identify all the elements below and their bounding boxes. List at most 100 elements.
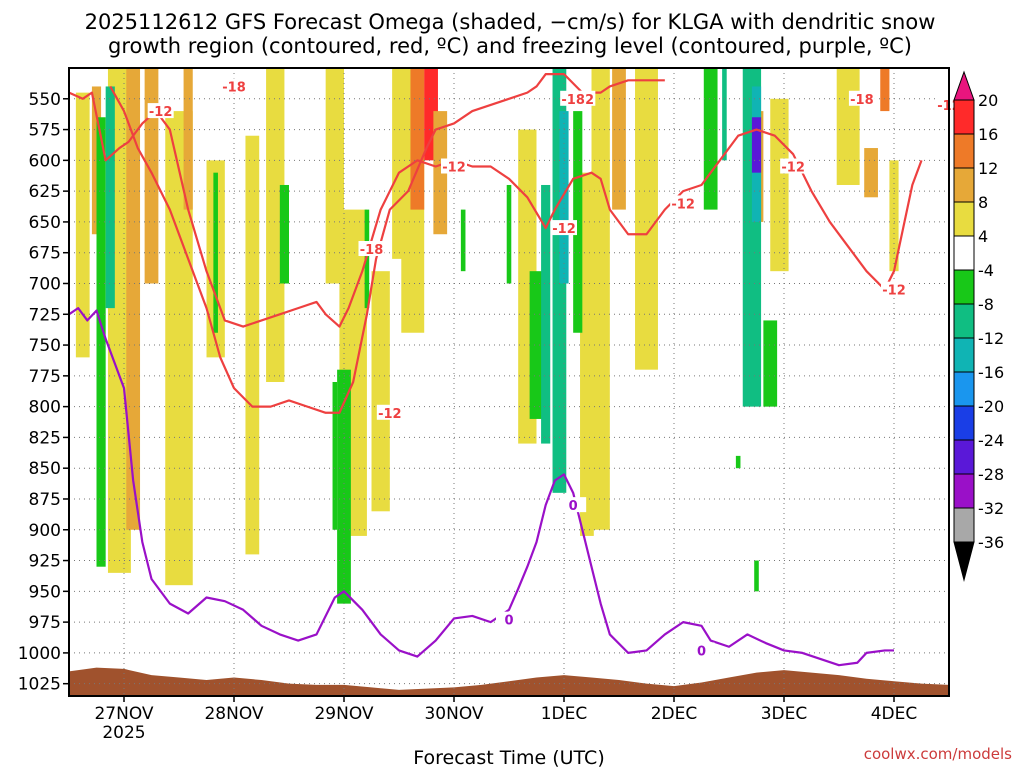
omega-region xyxy=(591,68,610,530)
colorbar-swatch xyxy=(953,269,975,305)
colorbar-swatch xyxy=(953,167,975,203)
omega-region xyxy=(635,68,658,370)
x-tick-label: 2DEC xyxy=(651,704,698,724)
omega-region xyxy=(245,135,260,555)
colorbar-label: -16 xyxy=(978,363,1004,382)
colorbar-arrow-bottom xyxy=(953,541,975,582)
omega-region xyxy=(559,111,569,284)
y-tick-label: 675 xyxy=(29,244,61,264)
colorbar-swatch xyxy=(953,337,975,373)
credit-text: coolwx.com/models xyxy=(864,745,1012,763)
omega-region xyxy=(612,68,626,210)
omega-region xyxy=(529,271,544,419)
omega-region xyxy=(433,111,448,235)
omega-region xyxy=(266,68,285,382)
colorbar-label: -12 xyxy=(978,329,1004,348)
colorbar-label: 16 xyxy=(978,125,998,144)
dgz-contour-label: -12 xyxy=(378,407,402,422)
omega-region xyxy=(703,68,718,210)
colorbar-swatch xyxy=(953,439,975,475)
dgz-contour-label-bg xyxy=(881,281,907,297)
omega-region xyxy=(770,98,789,272)
dgz-contour-label-bg xyxy=(441,158,467,174)
y-tick-label: 900 xyxy=(29,521,61,541)
y-tick-label: 725 xyxy=(29,305,61,325)
dgz-contour-label-bg xyxy=(376,404,403,420)
x-tick-label: 28NOV xyxy=(204,704,263,724)
dgz-contour-label-bg xyxy=(358,241,385,257)
y-tick-label: 700 xyxy=(29,274,61,294)
x-axis-label: Forecast Time (UTC) xyxy=(413,747,604,768)
y-tick-label: 950 xyxy=(29,582,61,602)
dgz-contour-label-bg xyxy=(848,90,875,106)
freezing-level-label: 0 xyxy=(569,499,578,514)
x-tick-label: 29NOV xyxy=(314,704,373,724)
omega-region xyxy=(410,68,425,210)
omega-region xyxy=(763,320,778,407)
omega-region xyxy=(754,560,759,592)
colorbar-swatch xyxy=(953,303,975,339)
gridlines xyxy=(69,68,949,696)
omega-region xyxy=(144,68,159,284)
omega-region xyxy=(880,68,890,112)
colorbar-label: -8 xyxy=(978,295,994,314)
colorbar: 20 16 12 8 4 -4 -8 -12 -16 -20 -24 -28 -32 -36 xyxy=(953,70,1004,582)
omega-region xyxy=(337,369,351,604)
dgz-contour-minus12 xyxy=(68,91,923,328)
x-tick-label: 27NOV xyxy=(94,704,153,724)
y-tick-label: 875 xyxy=(29,490,61,510)
plot-frame xyxy=(68,67,950,697)
x-tick-label: 3DEC xyxy=(761,704,808,724)
x-tick-label: 4DEC xyxy=(871,704,918,724)
colorbar-label: 8 xyxy=(978,193,988,212)
colorbar-swatch xyxy=(953,473,975,509)
y-tick-label: 800 xyxy=(29,398,61,418)
y-tick-label: 1000 xyxy=(18,644,61,664)
omega-region xyxy=(506,184,512,284)
dgz-contour-label-bg xyxy=(560,90,587,106)
colorbar-label: 4 xyxy=(978,227,988,246)
omega-region xyxy=(371,271,390,512)
y-tick-label: 600 xyxy=(29,151,61,171)
omega-shading xyxy=(75,68,899,604)
y-tick-label: 575 xyxy=(29,121,61,141)
omega-region xyxy=(864,148,878,198)
colorbar-label: -20 xyxy=(978,397,1004,416)
omega-region xyxy=(279,184,289,284)
freezing-level-label-bg xyxy=(496,611,522,627)
dgz-contour-label: -12 xyxy=(552,222,576,237)
colorbar-label: -32 xyxy=(978,499,1004,518)
dgz-contour-label: -12 xyxy=(882,284,906,299)
colorbar-swatch xyxy=(953,99,975,135)
y-tick-label: 650 xyxy=(29,213,61,233)
omega-region xyxy=(105,86,115,309)
colorbar-swatch xyxy=(953,405,975,441)
colorbar-label: -4 xyxy=(978,261,994,280)
omega-region xyxy=(751,117,762,173)
dgz-contour-label-bg xyxy=(147,103,174,119)
omega-region xyxy=(735,455,741,469)
dgz-contour-label-bg xyxy=(551,220,577,236)
colorbar-swatch xyxy=(953,201,975,237)
dgz-contour-label: -12 xyxy=(671,197,695,212)
dgz-contour-minus18 xyxy=(109,73,665,414)
colorbar-label: 20 xyxy=(978,91,998,110)
colorbar-arrow-top xyxy=(953,70,975,101)
colorbar-label: -28 xyxy=(978,465,1004,484)
chart-title-line2: growth region (contoured, red, ºC) and f… xyxy=(108,34,912,58)
dgz-contour-label: -18 xyxy=(360,243,384,258)
surface-terrain-area xyxy=(69,667,949,696)
y-tick-label: 1025 xyxy=(18,675,61,695)
y-axis-ticks: 550 575 600 625 650 675 700 725 750 775 800 825 850 8… xyxy=(18,90,69,695)
omega-region xyxy=(183,68,193,210)
omega-region xyxy=(332,382,338,530)
dgz-contour-label-bg xyxy=(780,158,807,174)
y-tick-label: 825 xyxy=(29,428,61,448)
y-tick-label: 625 xyxy=(29,182,61,202)
freezing-level-label-bg xyxy=(688,642,715,658)
omega-region xyxy=(96,117,106,567)
chart-title-line1: 2025112612 GFS Forecast Omega (shaded, −… xyxy=(85,10,936,34)
y-tick-label: 975 xyxy=(29,613,61,633)
